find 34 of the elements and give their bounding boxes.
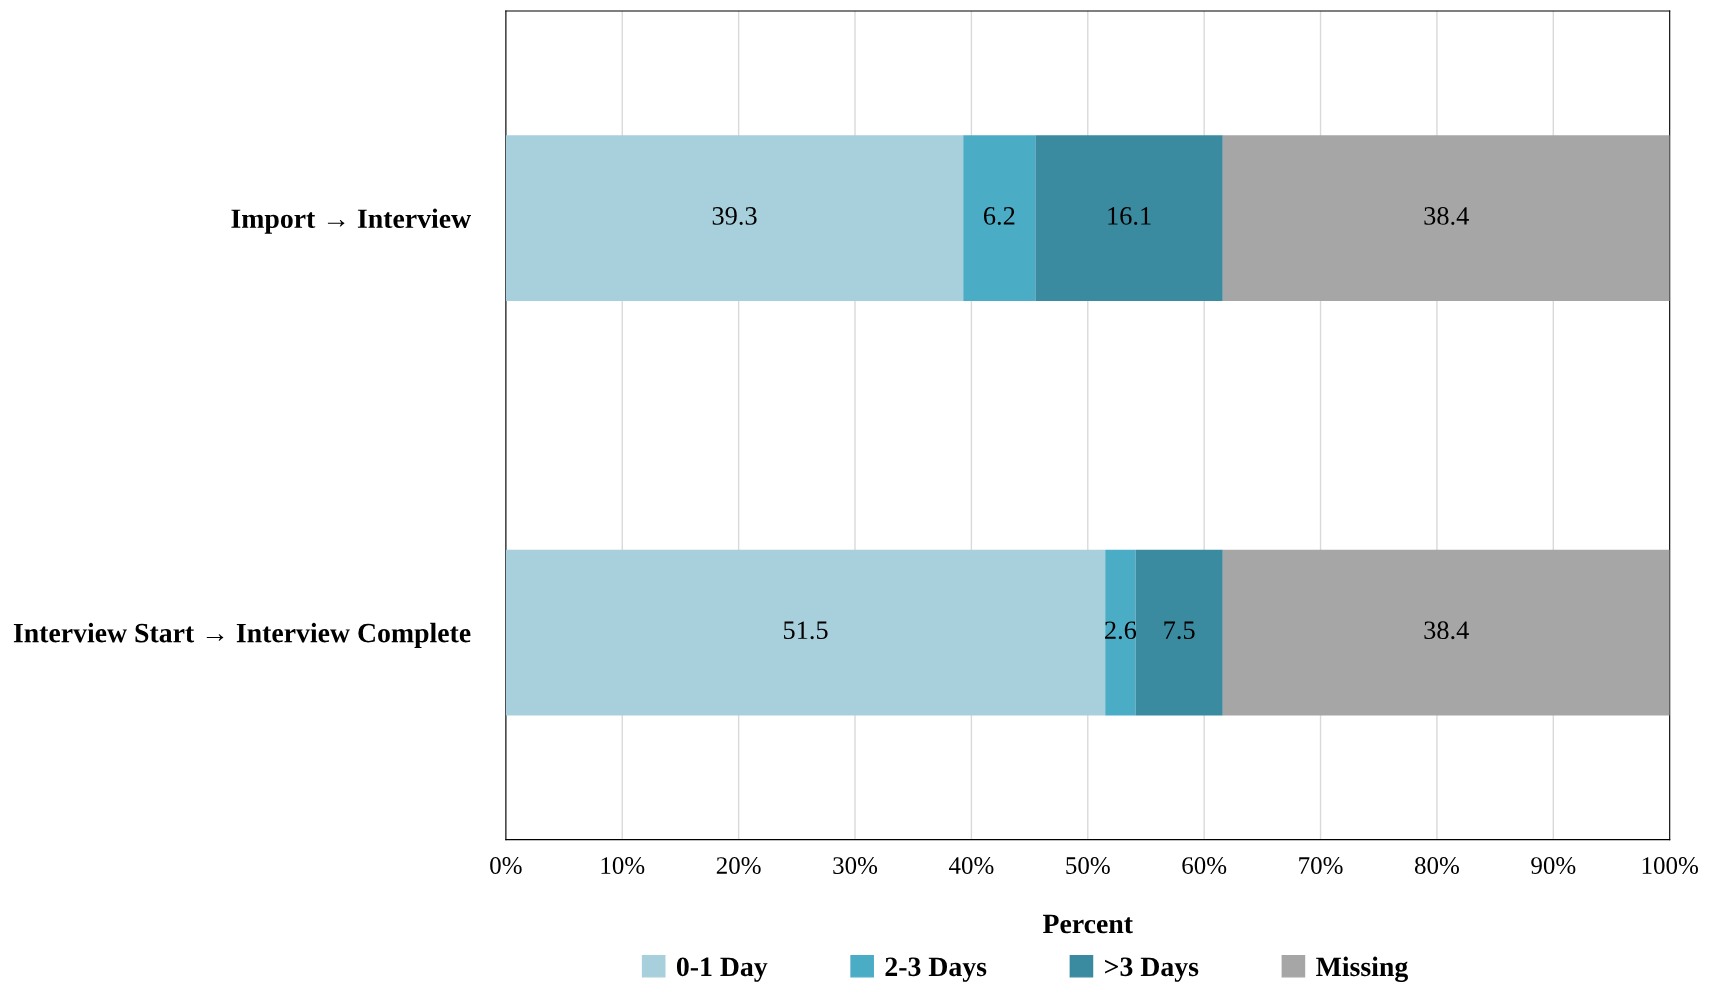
legend-label: Missing (1316, 956, 1408, 983)
data-label: 16.1 (1108, 207, 1151, 225)
bar (1105, 549, 1136, 716)
bar (1135, 549, 1223, 716)
data-label: 6.2 (983, 207, 1015, 225)
bar (1222, 135, 1670, 302)
x-tick-label: 0% (490, 857, 522, 875)
x-tick-label: 100% (1642, 857, 1698, 875)
data-label: 7.5 (1164, 621, 1195, 640)
bar (1035, 135, 1223, 302)
bar (505, 135, 964, 302)
data-label: 38.4 (1424, 206, 1469, 225)
legend-label: >3 Days (1105, 957, 1199, 982)
x-tick-label: 80% (1414, 857, 1459, 875)
bar (505, 549, 1106, 716)
y-tick-label: Interview Start → Interview Complete (13, 622, 471, 649)
x-tick-label: 20% (716, 857, 761, 875)
x-tick-label: 90% (1531, 857, 1576, 875)
x-axis-title: Percent (1043, 914, 1133, 934)
bar (963, 135, 1036, 302)
x-tick-label: 40% (948, 857, 994, 875)
data-label: 2.6 (1105, 621, 1137, 640)
y-tick-label: Import → Interview (231, 208, 471, 234)
x-tick-label: 30% (833, 857, 878, 875)
x-tick-label: 70% (1299, 857, 1343, 875)
legend-label: 2-3 Days (885, 957, 987, 982)
bar (1222, 549, 1670, 716)
data-label: 51.5 (783, 621, 828, 640)
x-tick-label: 50% (1066, 857, 1110, 875)
x-tick-label: 10% (601, 857, 645, 875)
x-tick-label: 60% (1182, 857, 1227, 875)
data-label: 39.3 (712, 207, 757, 225)
data-label: 38.4 (1424, 621, 1469, 640)
legend-label: 0-1 Day (676, 957, 768, 982)
